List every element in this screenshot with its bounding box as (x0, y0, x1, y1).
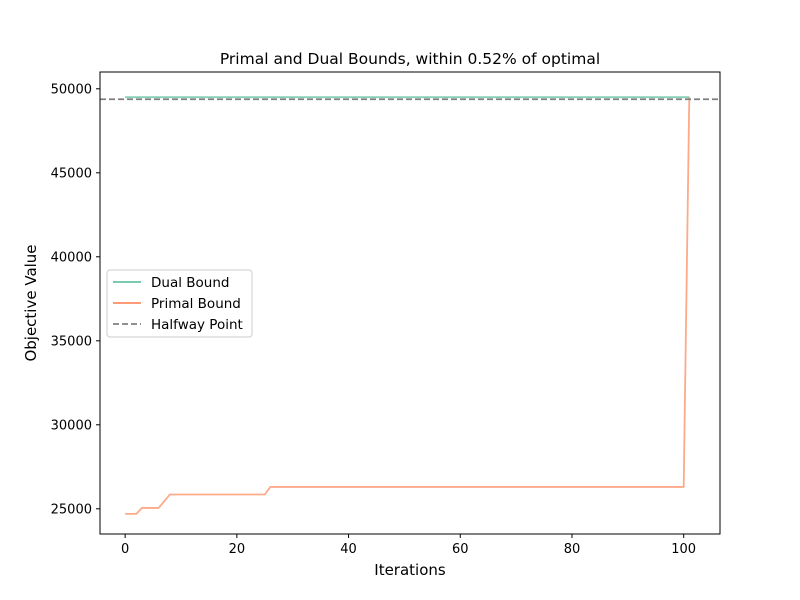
x-axis: 0 20 40 60 80 100 (121, 534, 696, 557)
legend-label-primal-bound: Primal Bound (151, 296, 241, 312)
y-tick-label: 30000 (51, 418, 92, 433)
y-tick-label: 45000 (51, 166, 92, 181)
chart-title: Primal and Dual Bounds, within 0.52% of … (220, 50, 600, 68)
legend-label-halfway-point: Halfway Point (151, 317, 243, 333)
x-tick-label: 80 (564, 542, 581, 557)
y-tick-label: 25000 (51, 502, 92, 517)
y-tick-label: 50000 (51, 82, 92, 97)
legend: Dual Bound Primal Bound Halfway Point (106, 269, 253, 338)
x-axis-title: Iterations (374, 561, 446, 579)
x-tick-label: 40 (340, 542, 357, 557)
legend-box (106, 269, 253, 338)
primal-bound-line (125, 97, 691, 515)
y-axis-title: Objective Value (22, 244, 40, 361)
x-tick-label: 100 (671, 542, 696, 557)
x-tick-label: 0 (121, 542, 129, 557)
plot-frame (99, 71, 721, 535)
y-tick-label: 40000 (51, 250, 92, 265)
x-tick-label: 20 (229, 542, 246, 557)
x-tick-label: 60 (452, 542, 469, 557)
y-tick-label: 35000 (51, 334, 92, 349)
legend-label-dual-bound: Dual Bound (151, 275, 229, 291)
y-axis: 25000 30000 35000 40000 45000 50000 (51, 82, 100, 517)
plot-area (100, 96, 720, 515)
